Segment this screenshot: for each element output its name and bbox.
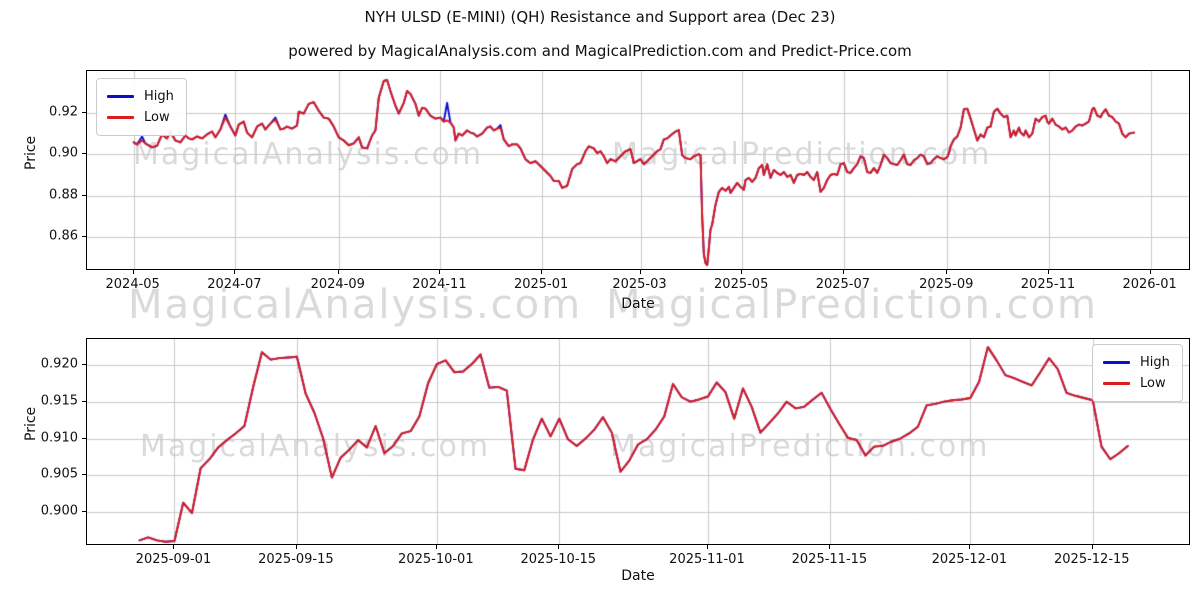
y-tick-mark (82, 437, 86, 439)
x-tick-label: 2025-12-01 (931, 552, 1008, 567)
x-tick-mark (706, 545, 708, 549)
y-tick-label: 0.915 (40, 393, 78, 409)
y-tick-label: 0.920 (40, 356, 78, 372)
legend-item-low: Low (107, 107, 174, 128)
figure-title: NYH ULSD (E-MINI) (QH) Resistance and Su… (364, 8, 836, 26)
low-line-swatch (107, 116, 134, 119)
x-tick-mark (1149, 270, 1151, 274)
x-tick-mark (1091, 545, 1093, 549)
x-tick-label: 2025-11-01 (669, 552, 745, 567)
legend-label-low: Low (1140, 376, 1166, 391)
x-tick-label: 2025-09-01 (135, 552, 212, 567)
legend-label-high: High (144, 89, 174, 104)
y-tick-mark (82, 511, 86, 513)
legend-item-low: Low (1103, 373, 1170, 394)
x-tick-mark (234, 270, 236, 274)
y-tick-label: 0.900 (40, 503, 78, 519)
x-tick-label: 2025-07 (815, 277, 871, 292)
top-chart-xlabel: Date (621, 296, 655, 312)
x-tick-label: 2025-12-15 (1054, 552, 1130, 567)
x-tick-mark (435, 545, 437, 549)
x-tick-mark (741, 270, 743, 274)
x-tick-mark (639, 270, 641, 274)
y-tick-mark (82, 153, 86, 155)
x-tick-label: 2025-09-15 (258, 552, 334, 567)
x-tick-label: 2024-07 (207, 277, 262, 292)
x-tick-mark (295, 545, 297, 549)
legend-label-high: High (1140, 355, 1170, 370)
y-tick-mark (82, 363, 86, 365)
y-tick-mark (82, 111, 86, 113)
bottom-chart-plot-area (86, 338, 1190, 545)
bottom-chart-canvas (87, 339, 1189, 544)
bottom-chart-xlabel: Date (621, 568, 655, 584)
high-line-swatch (107, 95, 134, 98)
x-tick-mark (132, 270, 134, 274)
legend-item-high: High (107, 86, 174, 107)
x-tick-mark (842, 270, 844, 274)
x-tick-label: 2025-11 (1020, 277, 1076, 292)
legend-item-high: High (1103, 352, 1170, 373)
y-tick-mark (82, 400, 86, 402)
x-tick-mark (969, 545, 971, 549)
y-tick-label: 0.910 (40, 430, 78, 446)
x-tick-mark (173, 545, 175, 549)
y-tick-label: 0.88 (49, 187, 78, 203)
x-tick-label: 2024-11 (412, 277, 467, 292)
legend-label-low: Low (144, 110, 170, 125)
y-tick-mark (82, 194, 86, 196)
low-line-swatch (1103, 382, 1130, 385)
x-tick-mark (946, 270, 948, 274)
x-tick-label: 2025-09 (919, 277, 974, 292)
x-tick-label: 2024-09 (310, 277, 365, 292)
x-tick-label: 2025-10-15 (520, 552, 597, 567)
x-tick-mark (439, 270, 441, 274)
x-tick-mark (541, 270, 543, 274)
y-tick-label: 0.90 (49, 145, 78, 161)
x-tick-label: 2026-01 (1122, 277, 1177, 292)
top-chart-legend: High Low (96, 78, 187, 136)
x-tick-mark (337, 270, 339, 274)
high-line-swatch (1103, 361, 1130, 364)
x-tick-label: 2025-11-15 (791, 552, 868, 567)
y-tick-mark (82, 236, 86, 238)
y-tick-label: 0.905 (40, 466, 78, 482)
bottom-chart-legend: High Low (1092, 344, 1183, 402)
x-tick-label: 2025-01 (513, 277, 569, 292)
x-tick-mark (1047, 270, 1049, 274)
x-tick-label: 2025-05 (714, 277, 769, 292)
x-tick-label: 2025-03 (612, 277, 667, 292)
x-tick-label: 2025-10-01 (398, 552, 474, 567)
top-chart-canvas (87, 71, 1189, 269)
y-tick-mark (82, 474, 86, 476)
y-tick-label: 0.92 (49, 104, 78, 120)
top-chart-plot-area (86, 70, 1190, 270)
x-tick-mark (829, 545, 831, 549)
x-tick-mark (558, 545, 560, 549)
x-tick-label: 2024-05 (105, 277, 160, 292)
y-tick-label: 0.86 (49, 228, 78, 244)
figure-subtitle: powered by MagicalAnalysis.com and Magic… (288, 42, 912, 60)
